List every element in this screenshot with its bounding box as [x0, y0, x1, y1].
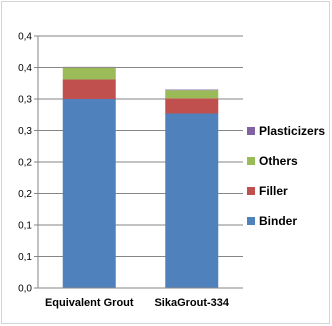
x-category-label: Equivalent Grout: [45, 297, 134, 309]
bars: [62, 66, 219, 289]
x-category-label: SikaGrout-334: [154, 297, 229, 309]
bar-segment-filler: [165, 98, 219, 114]
y-tick-label: 0,4: [18, 32, 32, 43]
bar-segment-others: [62, 67, 116, 80]
bar-segment-filler: [62, 79, 116, 99]
legend-swatch-filler: [247, 187, 255, 195]
x-axis-categories: Equivalent Grout SikaGrout-334: [45, 297, 230, 309]
y-tick-label: 0,3: [18, 95, 32, 106]
y-axis-ticks: 0,0 0,1 0,1 0,2 0,2 0,3 0,3 0,4 0,4: [18, 32, 38, 295]
legend: Plasticizers Others Filler Binder: [247, 124, 325, 228]
bar-segment-plasticizers: [165, 89, 219, 91]
y-tick-label: 0,1: [18, 221, 32, 232]
y-tick-label: 0,3: [18, 126, 32, 137]
legend-label-binder: Binder: [259, 214, 297, 228]
legend-swatch-plasticizers: [247, 127, 255, 135]
bar-segment-plasticizers: [62, 66, 116, 68]
legend-label-plasticizers: Plasticizers: [259, 124, 325, 138]
bar-segment-others: [165, 90, 219, 99]
legend-label-filler: Filler: [259, 184, 288, 198]
legend-swatch-binder: [247, 217, 255, 225]
bar-segment-binder: [165, 113, 219, 289]
legend-label-others: Others: [259, 154, 298, 168]
y-tick-label: 0,0: [18, 284, 32, 295]
y-tick-label: 0,1: [18, 252, 32, 263]
bar-segment-binder: [62, 99, 116, 288]
y-tick-label: 0,4: [18, 63, 32, 74]
y-tick-label: 0,2: [18, 158, 32, 169]
y-tick-label: 0,2: [18, 189, 32, 200]
legend-swatch-others: [247, 157, 255, 165]
